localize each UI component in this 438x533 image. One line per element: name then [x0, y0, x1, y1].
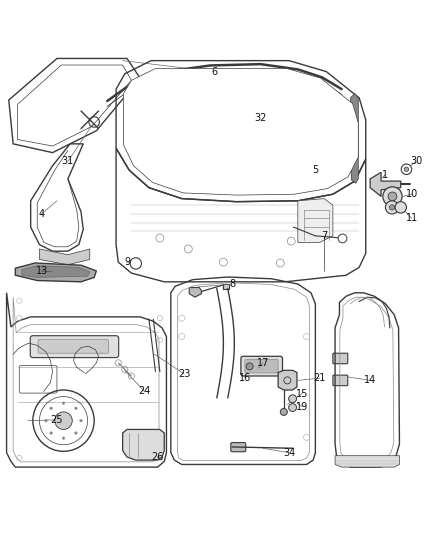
Circle shape — [289, 395, 297, 403]
Circle shape — [401, 164, 412, 174]
Circle shape — [389, 205, 395, 210]
Circle shape — [62, 402, 65, 405]
Text: 17: 17 — [257, 358, 269, 368]
Polygon shape — [223, 284, 229, 289]
Text: 24: 24 — [138, 386, 151, 397]
Circle shape — [45, 419, 47, 422]
Circle shape — [50, 407, 53, 409]
Text: 26: 26 — [152, 452, 164, 462]
Circle shape — [74, 407, 77, 409]
Circle shape — [246, 363, 253, 370]
Polygon shape — [39, 249, 90, 265]
FancyBboxPatch shape — [241, 356, 283, 376]
Text: 31: 31 — [62, 156, 74, 166]
Circle shape — [130, 258, 141, 269]
Circle shape — [289, 403, 297, 411]
Text: 32: 32 — [254, 112, 267, 123]
Polygon shape — [189, 287, 201, 297]
Text: 7: 7 — [321, 231, 327, 241]
Text: 8: 8 — [229, 279, 235, 289]
Circle shape — [55, 412, 72, 430]
Text: 15: 15 — [296, 389, 308, 399]
Text: 34: 34 — [283, 448, 295, 458]
Circle shape — [338, 234, 347, 243]
Circle shape — [280, 408, 287, 415]
Circle shape — [385, 201, 399, 214]
Polygon shape — [15, 263, 96, 282]
Text: 5: 5 — [312, 165, 318, 175]
FancyBboxPatch shape — [38, 340, 109, 353]
FancyBboxPatch shape — [245, 359, 278, 373]
Text: 14: 14 — [364, 375, 376, 385]
Text: 30: 30 — [410, 156, 422, 166]
Text: 21: 21 — [314, 373, 326, 383]
FancyBboxPatch shape — [333, 375, 348, 386]
Polygon shape — [350, 93, 358, 183]
FancyBboxPatch shape — [333, 353, 348, 364]
Circle shape — [50, 432, 53, 434]
Text: 23: 23 — [178, 369, 190, 379]
Text: 19: 19 — [296, 402, 308, 411]
Polygon shape — [124, 69, 358, 195]
Text: 11: 11 — [406, 213, 418, 223]
Circle shape — [80, 419, 82, 422]
Circle shape — [388, 192, 397, 201]
Polygon shape — [335, 456, 399, 467]
Circle shape — [383, 187, 402, 206]
Polygon shape — [123, 430, 164, 460]
Polygon shape — [278, 370, 297, 390]
Text: 16: 16 — [239, 373, 251, 383]
Circle shape — [62, 437, 65, 440]
Text: 25: 25 — [51, 415, 63, 425]
Circle shape — [74, 432, 77, 434]
Polygon shape — [22, 265, 90, 278]
Text: 4: 4 — [39, 209, 45, 219]
Text: 13: 13 — [35, 266, 48, 276]
Text: 6: 6 — [212, 67, 218, 77]
Text: 1: 1 — [382, 169, 389, 180]
FancyBboxPatch shape — [231, 442, 246, 452]
Text: 10: 10 — [406, 189, 418, 199]
Circle shape — [395, 201, 406, 213]
Polygon shape — [298, 199, 333, 243]
FancyBboxPatch shape — [30, 336, 119, 358]
Text: 9: 9 — [124, 257, 130, 267]
Polygon shape — [370, 172, 401, 197]
Circle shape — [404, 167, 409, 172]
